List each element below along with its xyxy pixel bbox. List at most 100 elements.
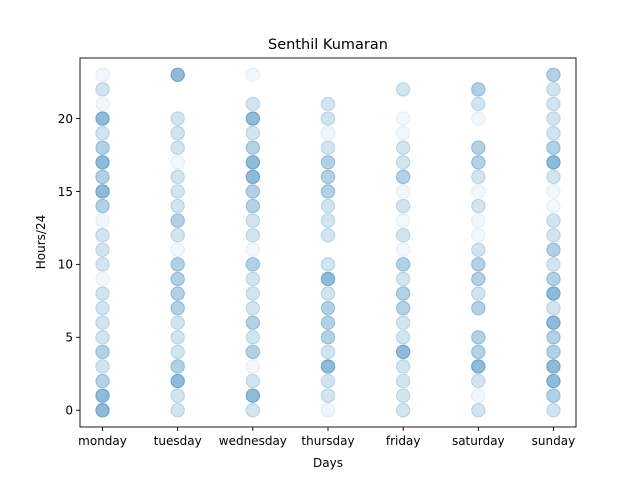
- scatter-point: [395, 228, 411, 243]
- scatter-point: [170, 359, 185, 374]
- scatter-point: [245, 300, 261, 316]
- scatter-point: [170, 330, 185, 345]
- scatter-point: [95, 330, 110, 345]
- scatter-point: [471, 184, 486, 199]
- x-tick-label: friday: [386, 434, 421, 448]
- scatter-point: [471, 228, 486, 243]
- scatter-point: [546, 257, 561, 272]
- scatter-point: [546, 300, 561, 316]
- scatter-point: [546, 198, 561, 214]
- scatter-point: [395, 155, 411, 170]
- scatter-point: [95, 111, 110, 126]
- x-axis-label: Days: [313, 456, 343, 470]
- scatter-point: [170, 198, 185, 214]
- scatter-point: [245, 257, 261, 272]
- scatter-point: [170, 286, 185, 301]
- scatter-point: [320, 403, 336, 418]
- y-tick-label: 10: [58, 258, 73, 272]
- scatter-point: [395, 359, 411, 374]
- scatter-point: [471, 344, 486, 360]
- scatter-point: [320, 373, 336, 389]
- scatter-point: [471, 96, 486, 112]
- scatter-point: [546, 228, 561, 243]
- scatter-point: [245, 315, 261, 330]
- scatter-point: [395, 315, 411, 330]
- scatter-point: [245, 96, 261, 112]
- scatter-point: [546, 82, 561, 97]
- scatter-point: [546, 125, 561, 141]
- y-tick-label: 0: [65, 404, 73, 418]
- scatter-point: [170, 125, 185, 141]
- scatter-point: [170, 111, 185, 126]
- scatter-point: [245, 140, 261, 155]
- scatter-point: [95, 271, 110, 287]
- scatter-point: [395, 286, 411, 301]
- scatter-point: [320, 359, 336, 374]
- scatter-point: [320, 125, 336, 141]
- scatter-point: [170, 315, 185, 330]
- scatter-point: [245, 373, 261, 389]
- scatter-point: [471, 271, 486, 287]
- x-tick-label: sunday: [532, 434, 576, 448]
- scatter-point: [245, 169, 261, 185]
- scatter-point: [395, 111, 411, 126]
- y-axis-ticks: 0 5 10 15 20: [58, 112, 80, 418]
- scatter-point: [245, 403, 261, 418]
- scatter-point: [471, 286, 486, 301]
- scatter-point: [320, 388, 336, 403]
- scatter-point: [95, 359, 110, 374]
- scatter-point: [320, 184, 336, 199]
- y-tick-label: 5: [65, 331, 73, 345]
- scatter-point: [395, 373, 411, 389]
- scatter-point: [471, 198, 486, 214]
- scatter-point: [395, 330, 411, 345]
- scatter-point: [395, 198, 411, 214]
- scatter-point: [320, 228, 336, 243]
- scatter-point: [95, 286, 110, 301]
- scatter-point: [95, 67, 110, 82]
- scatter-point: [245, 228, 261, 243]
- scatter-point: [320, 315, 336, 330]
- scatter-point: [546, 155, 561, 170]
- scatter-point: [170, 271, 185, 287]
- scatter-point: [245, 111, 261, 126]
- scatter-point: [320, 111, 336, 126]
- scatter-point: [546, 388, 561, 403]
- scatter-point: [395, 300, 411, 316]
- scatter-point: [95, 257, 110, 272]
- scatter-point: [471, 388, 486, 403]
- scatter-point: [395, 242, 411, 257]
- scatter-point: [395, 140, 411, 155]
- scatter-point: [471, 155, 486, 170]
- scatter-point: [320, 140, 336, 155]
- scatter-point: [245, 271, 261, 287]
- scatter-point: [320, 155, 336, 170]
- scatter-point: [320, 213, 336, 228]
- scatter-point: [546, 403, 561, 418]
- scatter-point: [170, 213, 185, 228]
- scatter-point: [320, 271, 336, 287]
- scatter-point: [546, 140, 561, 155]
- scatter-point: [471, 242, 486, 257]
- scatter-point: [95, 403, 110, 418]
- scatter-point: [95, 373, 110, 389]
- scatter-point: [320, 286, 336, 301]
- scatter-point: [395, 344, 411, 360]
- scatter-point: [170, 155, 185, 170]
- scatter-point: [471, 300, 486, 316]
- scatter-point: [95, 213, 110, 228]
- scatter-point: [320, 96, 336, 112]
- scatter-point: [170, 300, 185, 316]
- y-tick-label: 20: [58, 112, 73, 126]
- scatter-point: [170, 242, 185, 257]
- scatter-point: [546, 111, 561, 126]
- scatter-point: [320, 300, 336, 316]
- scatter-point: [95, 140, 110, 155]
- x-axis-ticks: monday tuesday wednesday thursday friday satu…: [78, 427, 575, 448]
- scatter-point: [546, 330, 561, 345]
- x-tick-label: wednesday: [219, 434, 287, 448]
- scatter-point: [170, 169, 185, 185]
- scatter-point: [546, 213, 561, 228]
- scatter-point: [471, 111, 486, 126]
